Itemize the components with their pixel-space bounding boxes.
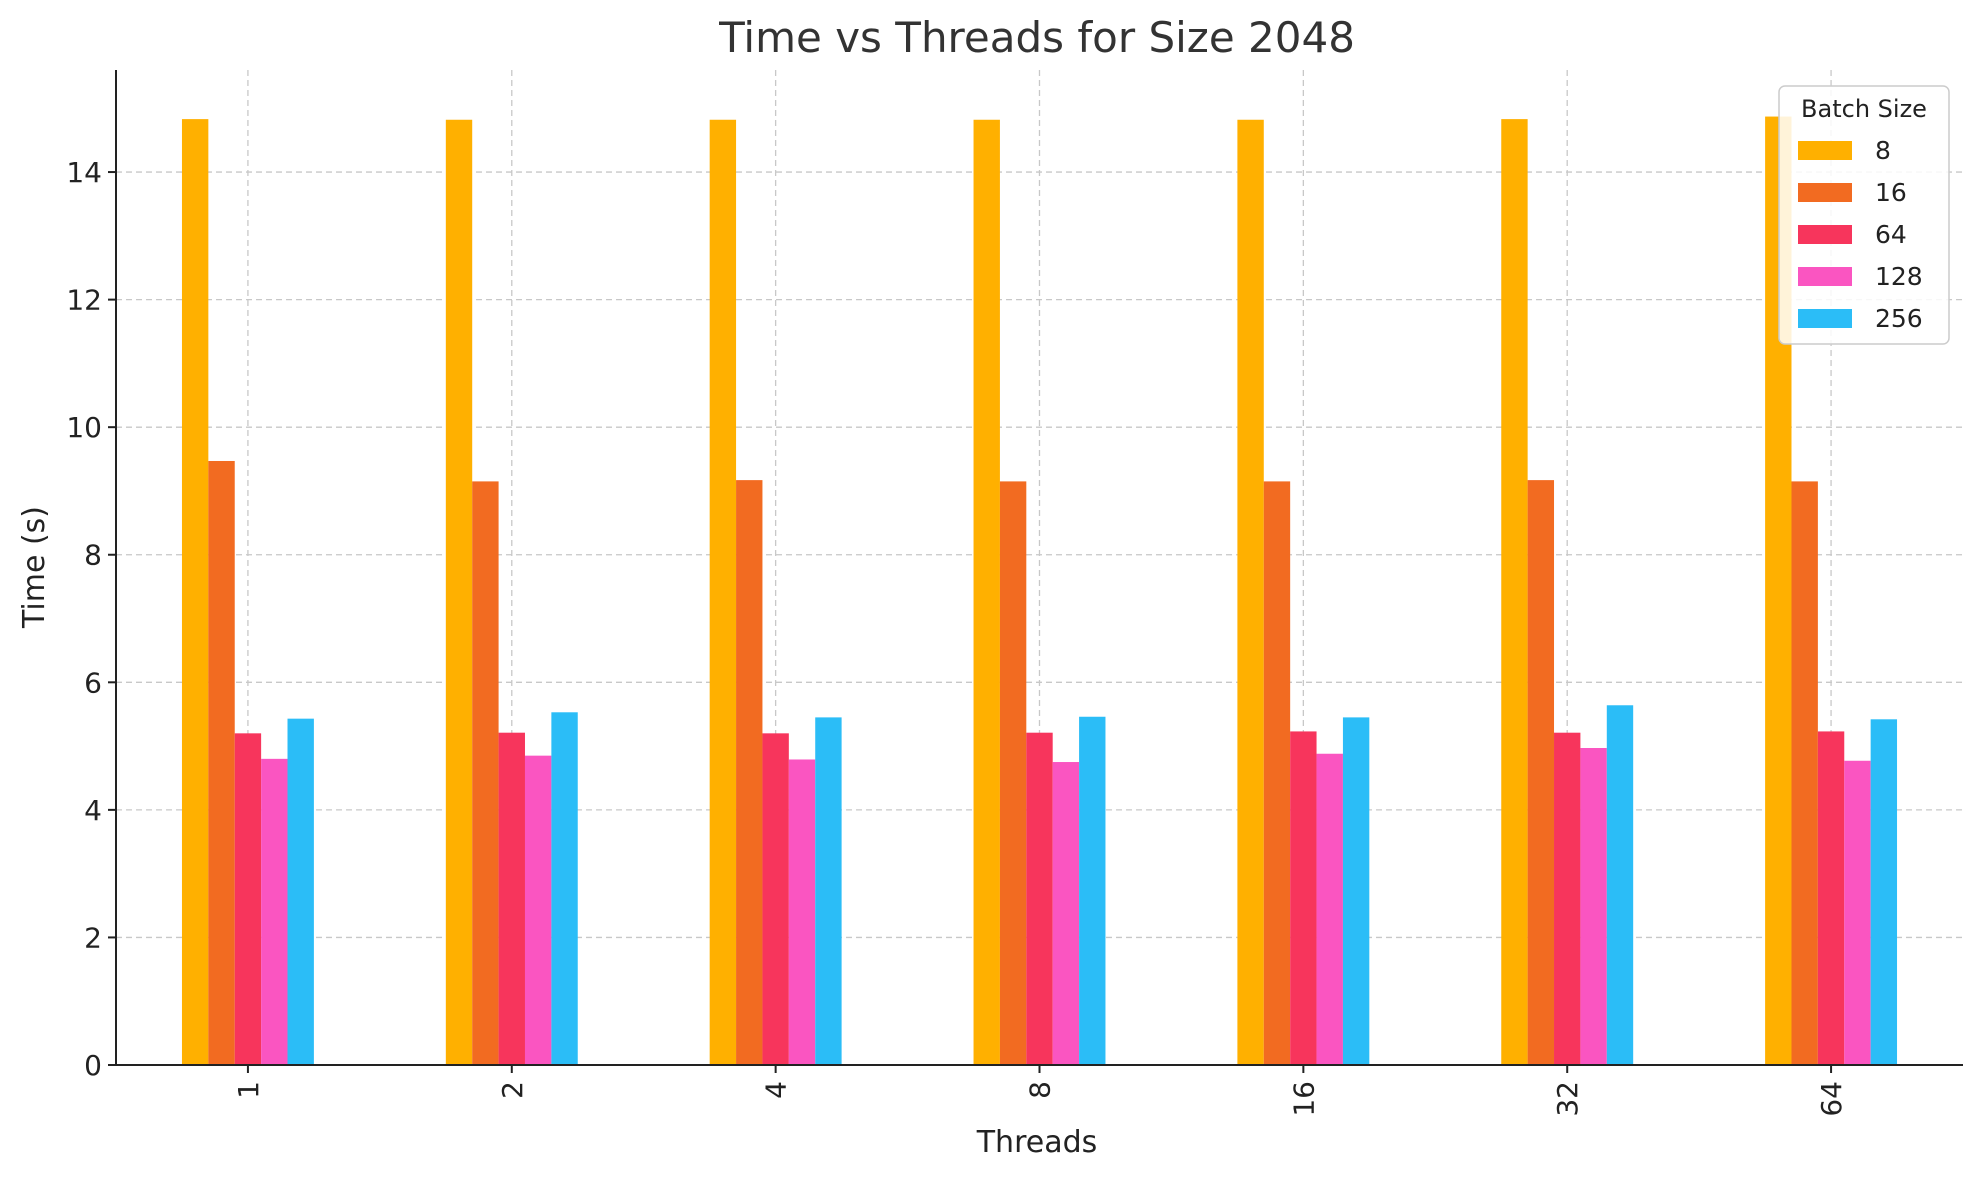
bar-batch-8-threads-16 [1237,119,1264,1065]
x-tick-label: 16 [1287,1081,1320,1117]
bar-batch-128-threads-16 [1316,753,1343,1065]
x-tick-label: 8 [1024,1081,1057,1099]
y-tick-label: 6 [84,666,102,699]
bar-batch-64-threads-4 [762,733,789,1065]
legend-label-128: 128 [1875,262,1923,291]
bar-batch-256-threads-64 [1870,719,1898,1065]
x-tick-label: 1 [232,1081,265,1099]
y-tick-label: 8 [84,539,102,572]
legend-swatch-16 [1798,183,1852,202]
bar-batch-16-threads-32 [1527,480,1555,1065]
x-axis-label: Threads [976,1125,1098,1160]
bar-batch-128-threads-32 [1580,748,1607,1065]
bar-batch-128-threads-8 [1052,762,1080,1065]
legend-swatch-128 [1798,267,1852,286]
legend: Batch Size 8 16 64 128 256 [1778,85,1950,345]
bar-batch-64-threads-1 [234,733,262,1065]
bar-batch-16-threads-16 [1263,481,1291,1065]
bar-batch-128-threads-64 [1844,760,1871,1065]
bar-batch-8-threads-32 [1501,119,1528,1065]
bar-batch-16-threads-64 [1791,481,1818,1065]
bar-batch-64-threads-2 [498,732,525,1065]
bars [181,116,1898,1065]
x-tick-label: 4 [760,1081,793,1099]
bar-batch-128-threads-1 [261,758,288,1065]
legend-swatch-256 [1798,309,1852,328]
bar-batch-16-threads-2 [472,481,499,1065]
legend-box [1778,85,1950,345]
bar-batch-256-threads-4 [815,717,842,1065]
bar-batch-64-threads-64 [1817,731,1845,1065]
bar-batch-128-threads-4 [788,759,816,1065]
bar-batch-16-threads-1 [208,460,235,1065]
bar-batch-8-threads-2 [445,119,473,1065]
bar-batch-64-threads-16 [1290,731,1317,1065]
x-tick-label: 32 [1551,1081,1584,1117]
y-tick-label: 0 [84,1049,102,1082]
bar-batch-8-threads-4 [709,119,737,1065]
bar-batch-256-threads-16 [1342,717,1370,1065]
y-axis-label: Time (s) [17,506,52,629]
chart-title: Time vs Threads for Size 2048 [718,13,1355,62]
bar-batch-128-threads-2 [524,755,552,1065]
y-tick-label: 12 [66,284,102,317]
legend-swatch-64 [1798,225,1852,244]
bar-batch-64-threads-8 [1026,732,1053,1065]
bar-batch-256-threads-32 [1606,705,1634,1065]
bar-batch-16-threads-4 [736,480,763,1065]
legend-swatch-8 [1798,141,1852,160]
bar-batch-8-threads-8 [973,119,1000,1065]
bar-batch-64-threads-32 [1554,732,1581,1065]
y-tick-label: 4 [84,794,102,827]
x-tick-label: 64 [1815,1081,1848,1117]
x-tick-label: 2 [496,1081,529,1099]
bar-batch-256-threads-8 [1079,716,1106,1065]
bar-batch-256-threads-1 [287,718,314,1065]
legend-label-8: 8 [1875,136,1891,165]
legend-label-256: 256 [1875,304,1923,333]
bar-batch-8-threads-1 [181,119,209,1065]
bar-batch-16-threads-8 [999,481,1027,1065]
legend-label-64: 64 [1875,220,1907,249]
legend-title: Batch Size [1801,95,1927,123]
legend-label-16: 16 [1875,178,1907,207]
bar-batch-256-threads-2 [551,712,578,1065]
y-tick-label: 10 [66,411,102,444]
y-tick-label: 2 [84,921,102,954]
y-tick-label: 14 [66,156,102,189]
